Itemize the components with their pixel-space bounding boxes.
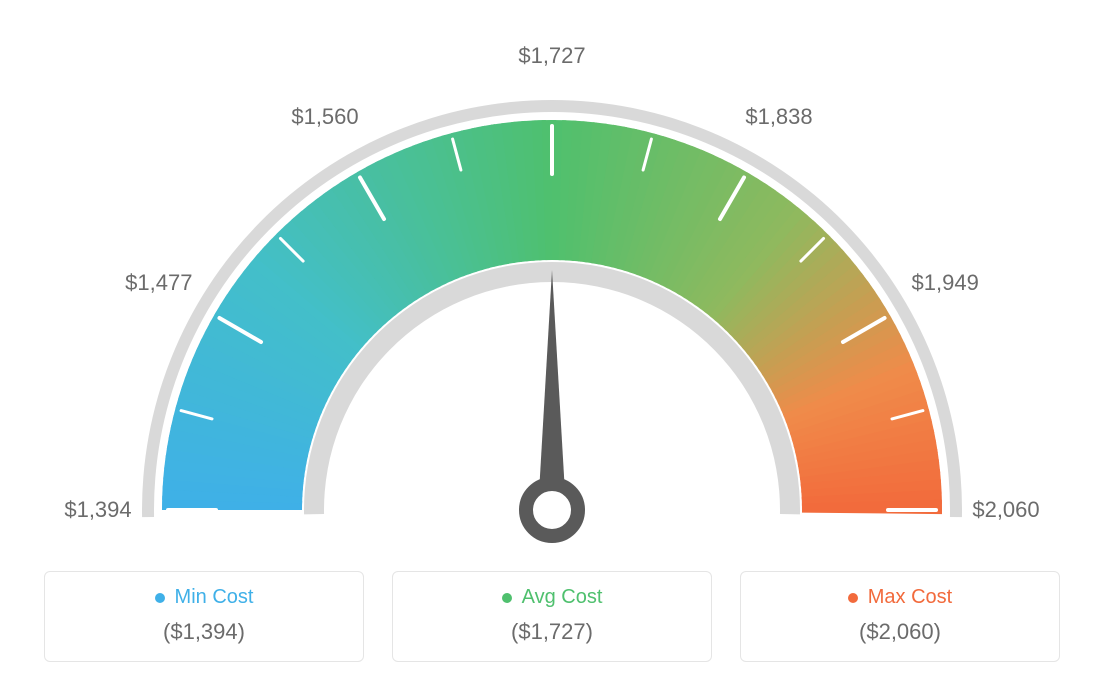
- legend-label-avg: Avg Cost: [522, 586, 603, 609]
- dot-icon: [848, 593, 858, 603]
- legend-value-min: ($1,394): [63, 619, 345, 645]
- gauge-tick-label: $1,560: [291, 104, 358, 130]
- gauge-tick-label: $2,060: [972, 497, 1039, 523]
- gauge-tick-label: $1,949: [912, 270, 979, 296]
- legend-title-min: Min Cost: [155, 586, 254, 609]
- legend-card-max: Max Cost ($2,060): [740, 571, 1060, 662]
- gauge-tick-label: $1,727: [518, 43, 585, 69]
- dot-icon: [502, 593, 512, 603]
- cost-gauge-container: $1,394 $1,477 $1,560 $1,727 $1,838 $1,949 $2,0…: [0, 0, 1104, 690]
- legend-label-max: Max Cost: [868, 586, 952, 609]
- legend-row: Min Cost ($1,394) Avg Cost ($1,727) Max …: [44, 571, 1060, 662]
- gauge-tick-label: $1,394: [64, 497, 131, 523]
- gauge-tick-label: $1,477: [125, 270, 192, 296]
- gauge-tick-label: $1,838: [745, 104, 812, 130]
- legend-value-max: ($2,060): [759, 619, 1041, 645]
- legend-card-avg: Avg Cost ($1,727): [392, 571, 712, 662]
- legend-card-min: Min Cost ($1,394): [44, 571, 364, 662]
- legend-title-avg: Avg Cost: [502, 586, 603, 609]
- legend-title-max: Max Cost: [848, 586, 952, 609]
- gauge: $1,394$1,477$1,560$1,727$1,838$1,949$2,0…: [72, 40, 1032, 560]
- dot-icon: [155, 593, 165, 603]
- legend-value-avg: ($1,727): [411, 619, 693, 645]
- legend-label-min: Min Cost: [175, 586, 254, 609]
- gauge-svg: [72, 40, 1032, 560]
